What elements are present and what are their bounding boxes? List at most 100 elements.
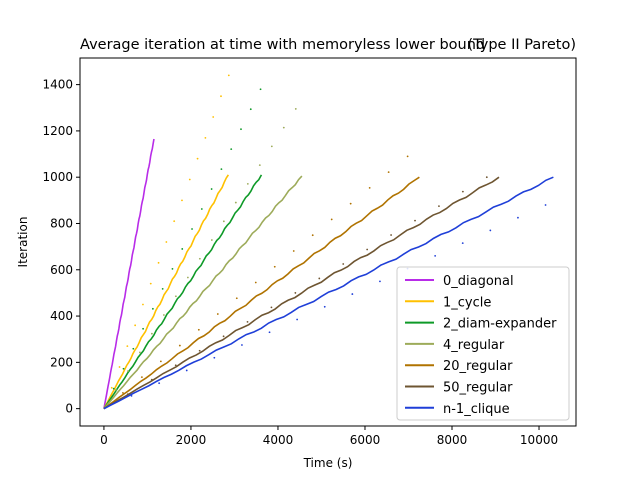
y-tick-label: 1400: [42, 78, 73, 92]
lower-bound-point: [186, 276, 189, 279]
lower-bound-point: [200, 208, 203, 210]
lower-bound-point: [151, 307, 154, 310]
lower-bound-point: [240, 128, 242, 131]
lower-bound-point: [213, 356, 216, 359]
lower-bound-point: [351, 293, 354, 295]
lower-bound-point: [188, 178, 191, 181]
plot-frame: [79, 57, 577, 427]
legend-box: [396, 266, 570, 421]
lower-bound-point: [158, 382, 161, 385]
lower-bound-point: [387, 171, 390, 174]
lower-bound-point: [379, 280, 381, 283]
legend-label: 0_diagonal: [443, 274, 514, 289]
y-axis-ticks: 0 200 400 600 800 1000 1200 1400: [42, 78, 80, 416]
lower-bound-point: [212, 116, 215, 118]
lower-bound-point: [294, 292, 297, 294]
lower-bound-point: [268, 331, 271, 334]
lower-bound-point: [134, 324, 137, 327]
lower-bound-point: [292, 250, 295, 252]
chart-title-right: (Type II Pareto): [468, 37, 577, 53]
series-50_regular: [103, 176, 500, 410]
y-tick-label: 1000: [42, 170, 73, 184]
lower-bound-point: [110, 386, 113, 389]
legend-label: 20_regular: [443, 359, 513, 374]
x-tick-label: 10000: [520, 433, 558, 447]
lower-bound-point: [294, 108, 297, 110]
lower-bound-point: [210, 188, 213, 190]
lower-bound-point: [390, 234, 392, 236]
lower-bound-point: [270, 306, 273, 309]
x-axis-label: Time (s): [303, 456, 353, 470]
lower-bound-point: [318, 277, 321, 280]
lower-bound-point: [149, 282, 152, 285]
series-20_regular: [103, 155, 420, 410]
lower-bound-point: [258, 164, 261, 167]
lower-bound-point: [246, 182, 249, 185]
lower-bound-point: [254, 281, 257, 284]
lower-bound-point: [157, 261, 160, 264]
lower-bound-point: [127, 370, 129, 373]
lower-bound-point: [259, 88, 262, 91]
y-axis-label: Iteration: [16, 217, 30, 268]
lower-bound-point: [150, 332, 153, 335]
series-n-1_clique: [103, 176, 554, 410]
lower-bound-point: [178, 344, 181, 347]
lower-bound-point: [181, 199, 183, 202]
legend-label: 2_diam-expander: [443, 317, 557, 332]
legend: 0_diagonal 1_cycle 2_diam-expander 4_regula…: [396, 266, 570, 421]
lower-bound-point: [174, 295, 177, 298]
y-tick-label: 200: [50, 355, 73, 369]
y-tick-label: 0: [65, 402, 73, 416]
x-tick-label: 6000: [350, 433, 381, 447]
lower-bound-point: [112, 387, 115, 390]
series-line: [103, 138, 155, 409]
series-1_cycle: [103, 74, 230, 410]
lower-bound-point: [171, 268, 174, 270]
lower-bound-point: [489, 229, 492, 232]
lower-bound-point: [142, 327, 144, 330]
legend-label: 4_regular: [443, 338, 505, 353]
lower-bound-point: [196, 157, 199, 160]
lower-bound-point: [174, 364, 177, 367]
legend-label: n-1_clique: [443, 402, 510, 417]
y-tick-label: 1200: [42, 124, 73, 138]
legend-items: 0_diagonal 1_cycle 2_diam-expander 4_regula…: [405, 274, 557, 417]
lower-bound-point: [191, 228, 193, 230]
lower-bound-point: [235, 297, 238, 300]
lower-bound-point: [366, 248, 369, 251]
lower-bound-point: [210, 239, 213, 241]
lower-bound-point: [406, 155, 409, 158]
lower-bound-point: [115, 389, 117, 391]
lower-bound-point: [461, 242, 464, 245]
lower-bound-point: [368, 186, 371, 189]
lower-bound-point: [438, 205, 440, 208]
chart-title: Average iteration at time with memoryles…: [80, 37, 485, 53]
x-tick-label: 4000: [263, 433, 294, 447]
lower-bound-point: [185, 369, 188, 372]
series-2_diam-expander: [103, 88, 263, 410]
x-tick-label: 2000: [176, 433, 207, 447]
lower-bound-point: [216, 313, 219, 315]
lower-bound-point: [517, 216, 519, 219]
lower-bound-point: [197, 328, 200, 331]
lower-bound-point: [296, 318, 299, 321]
series-4_regular: [103, 108, 303, 410]
series-line: [103, 176, 500, 410]
lower-bound-point: [349, 202, 352, 205]
lower-bound-point: [173, 220, 176, 223]
lower-bound-point: [165, 241, 168, 243]
lower-bound-point: [311, 234, 314, 237]
lower-bound-point: [246, 320, 249, 323]
lower-bound-point: [227, 74, 230, 77]
lower-bound-point: [132, 347, 135, 350]
lower-bound-point: [323, 305, 326, 308]
lower-bound-point: [220, 95, 222, 98]
lower-bound-point: [161, 287, 164, 290]
lower-bound-point: [181, 248, 184, 250]
lower-bound-point: [330, 218, 333, 221]
series-line: [103, 174, 230, 410]
x-axis-ticks: 0 2000 4000 6000 8000 10000: [100, 426, 558, 447]
x-tick-label: 0: [100, 433, 108, 447]
lower-bound-point: [230, 148, 233, 151]
